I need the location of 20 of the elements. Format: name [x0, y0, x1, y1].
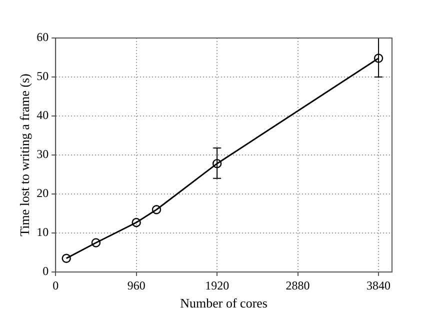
- y-tick-label: 20: [36, 186, 49, 200]
- x-tick-label: 2880: [286, 278, 310, 292]
- y-axis-title: Time lost to writing a frame (s): [17, 74, 32, 236]
- x-tick-label: 3840: [366, 278, 391, 292]
- point: [132, 218, 141, 228]
- y-tick-label: 30: [36, 147, 49, 162]
- x-tick-label: 0: [52, 278, 59, 292]
- point: [91, 238, 101, 248]
- y-tick-label: 0: [42, 264, 49, 278]
- y-tick-label: 10: [36, 225, 49, 240]
- y-tick-label: 60: [36, 30, 49, 44]
- x-axis-title: Number of cores: [180, 296, 268, 311]
- x-tick-label: 960: [127, 278, 146, 292]
- point: [152, 205, 162, 214]
- point: [62, 254, 71, 263]
- point: [374, 54, 384, 63]
- x-tick-label: 1920: [205, 278, 230, 292]
- y-tick-label: 40: [36, 108, 49, 122]
- y-tick-label: 50: [36, 69, 49, 84]
- point: [212, 158, 222, 168]
